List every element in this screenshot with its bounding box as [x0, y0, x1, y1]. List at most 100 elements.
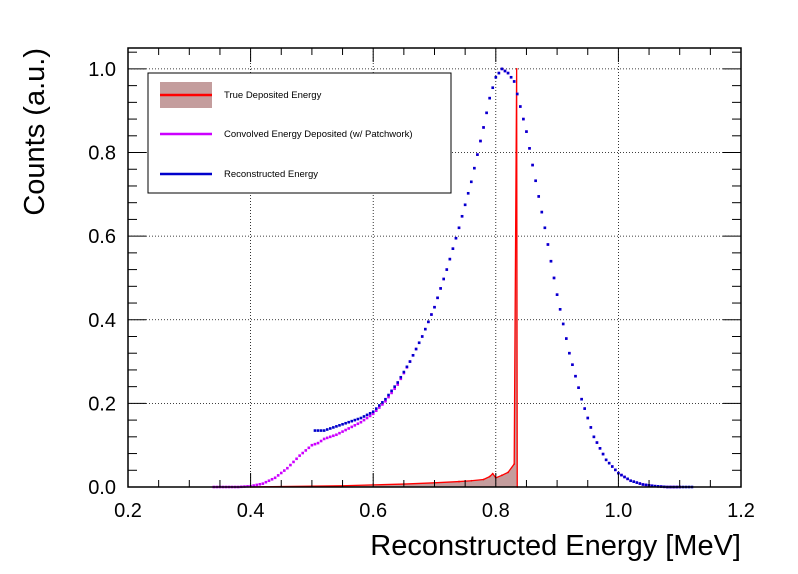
- series-2-marker: [525, 130, 528, 133]
- series-2-marker: [497, 71, 501, 75]
- series-1-marker: [319, 439, 323, 443]
- series-1-marker: [325, 436, 329, 440]
- series-2-marker: [641, 483, 645, 486]
- y-tick-label: 0.0: [88, 477, 116, 499]
- series-2-marker: [479, 139, 482, 143]
- series-1-marker: [289, 463, 292, 467]
- series-2-marker: [586, 416, 590, 420]
- series-2-marker: [433, 305, 436, 309]
- series-2-marker: [359, 416, 363, 420]
- series-2-marker: [445, 268, 449, 271]
- series-2-marker: [316, 429, 320, 432]
- series-2-marker: [519, 105, 522, 108]
- series-2-marker: [650, 484, 654, 488]
- series-2-marker: [362, 415, 366, 418]
- series-2-marker: [528, 147, 531, 150]
- true-energy-point: [488, 475, 491, 478]
- series-1-marker: [304, 449, 308, 452]
- series-2-marker: [417, 341, 421, 345]
- series-2-marker: [540, 210, 544, 214]
- series-2-marker: [442, 277, 445, 281]
- series-2-marker: [341, 422, 344, 426]
- series-2-marker: [635, 481, 639, 484]
- series-2-marker: [451, 247, 455, 250]
- series-1-marker: [283, 469, 286, 472]
- series-1-marker: [270, 477, 274, 481]
- series-2-marker: [460, 214, 464, 218]
- series-1-marker: [322, 437, 326, 441]
- series-1-marker: [332, 434, 335, 438]
- legend-items: True Deposited Energy Convolved Energy De…: [160, 82, 413, 180]
- series-1-marker: [335, 433, 338, 437]
- series-1-marker: [353, 424, 357, 427]
- series-2-marker: [607, 461, 611, 465]
- series-1-marker: [328, 435, 332, 439]
- series-2-marker: [384, 397, 387, 401]
- series-1-marker: [276, 474, 280, 477]
- y-tick-label: 0.8: [88, 143, 116, 165]
- series-2-marker: [568, 351, 571, 355]
- true-energy-point: [513, 463, 516, 465]
- series-2-marker: [353, 418, 357, 422]
- x-tick-label: 1.2: [727, 500, 755, 522]
- series-2-marker: [476, 153, 479, 156]
- series-2-marker: [592, 435, 596, 439]
- series-1-marker: [267, 479, 271, 483]
- series-2-marker: [512, 80, 516, 83]
- series-2-marker: [393, 385, 396, 388]
- series-2-marker: [623, 475, 626, 479]
- series-2-marker: [577, 386, 580, 390]
- series-2-marker: [335, 425, 338, 428]
- series-2-marker: [564, 337, 568, 340]
- series-1-marker: [368, 414, 372, 418]
- series-2-marker: [424, 327, 427, 331]
- legend: True Deposited Energy Convolved Energy De…: [147, 72, 452, 194]
- series-2-marker: [390, 389, 393, 393]
- series-2-marker: [411, 354, 415, 357]
- series-2-marker: [638, 482, 642, 485]
- series-1-marker: [390, 391, 393, 395]
- series-2-marker: [402, 370, 406, 374]
- series-1-marker: [264, 480, 268, 484]
- y-tick-label: 1.0: [88, 59, 116, 81]
- true-energy-point: [501, 474, 503, 477]
- series-2-marker: [347, 420, 350, 424]
- series-2-marker: [610, 465, 614, 468]
- series-2-marker: [469, 180, 473, 184]
- series-1-marker: [396, 383, 400, 386]
- series-1-marker: [399, 377, 403, 381]
- series-2-marker: [473, 166, 476, 170]
- series-2-marker: [543, 226, 547, 230]
- series-1-marker: [362, 418, 366, 422]
- series-1-marker: [307, 446, 311, 450]
- y-tick-label: 0.2: [88, 393, 116, 415]
- series-2-marker: [371, 410, 375, 414]
- series-2-marker: [506, 71, 510, 75]
- series-2-marker: [531, 163, 534, 167]
- series-2-marker: [534, 179, 537, 183]
- series-2-marker: [387, 393, 390, 397]
- series-2-marker: [515, 92, 519, 96]
- series-2-marker: [454, 236, 458, 240]
- series-1-marker: [292, 460, 295, 464]
- series-2-marker: [457, 226, 461, 230]
- series-2-marker: [381, 401, 384, 404]
- series-2-marker: [555, 293, 559, 296]
- legend-label: True Deposited Energy: [224, 90, 322, 101]
- x-tick-labels: 0.2 0.4 0.6 0.8 1.0 1.2: [114, 500, 755, 522]
- series-1-marker: [350, 425, 354, 429]
- series-2-marker: [522, 117, 525, 121]
- series-1-marker: [393, 387, 396, 391]
- series-1-marker: [359, 420, 363, 424]
- series-2-marker: [558, 308, 562, 311]
- series-2-marker: [365, 413, 369, 417]
- series-2-marker: [338, 424, 341, 427]
- series-2-marker: [427, 320, 430, 324]
- series-2-marker: [325, 428, 329, 431]
- series-1-marker: [378, 406, 381, 409]
- series-2-marker: [601, 452, 605, 456]
- series-1-marker: [316, 441, 320, 445]
- series-1-marker: [381, 403, 384, 406]
- series-2-marker: [589, 426, 593, 429]
